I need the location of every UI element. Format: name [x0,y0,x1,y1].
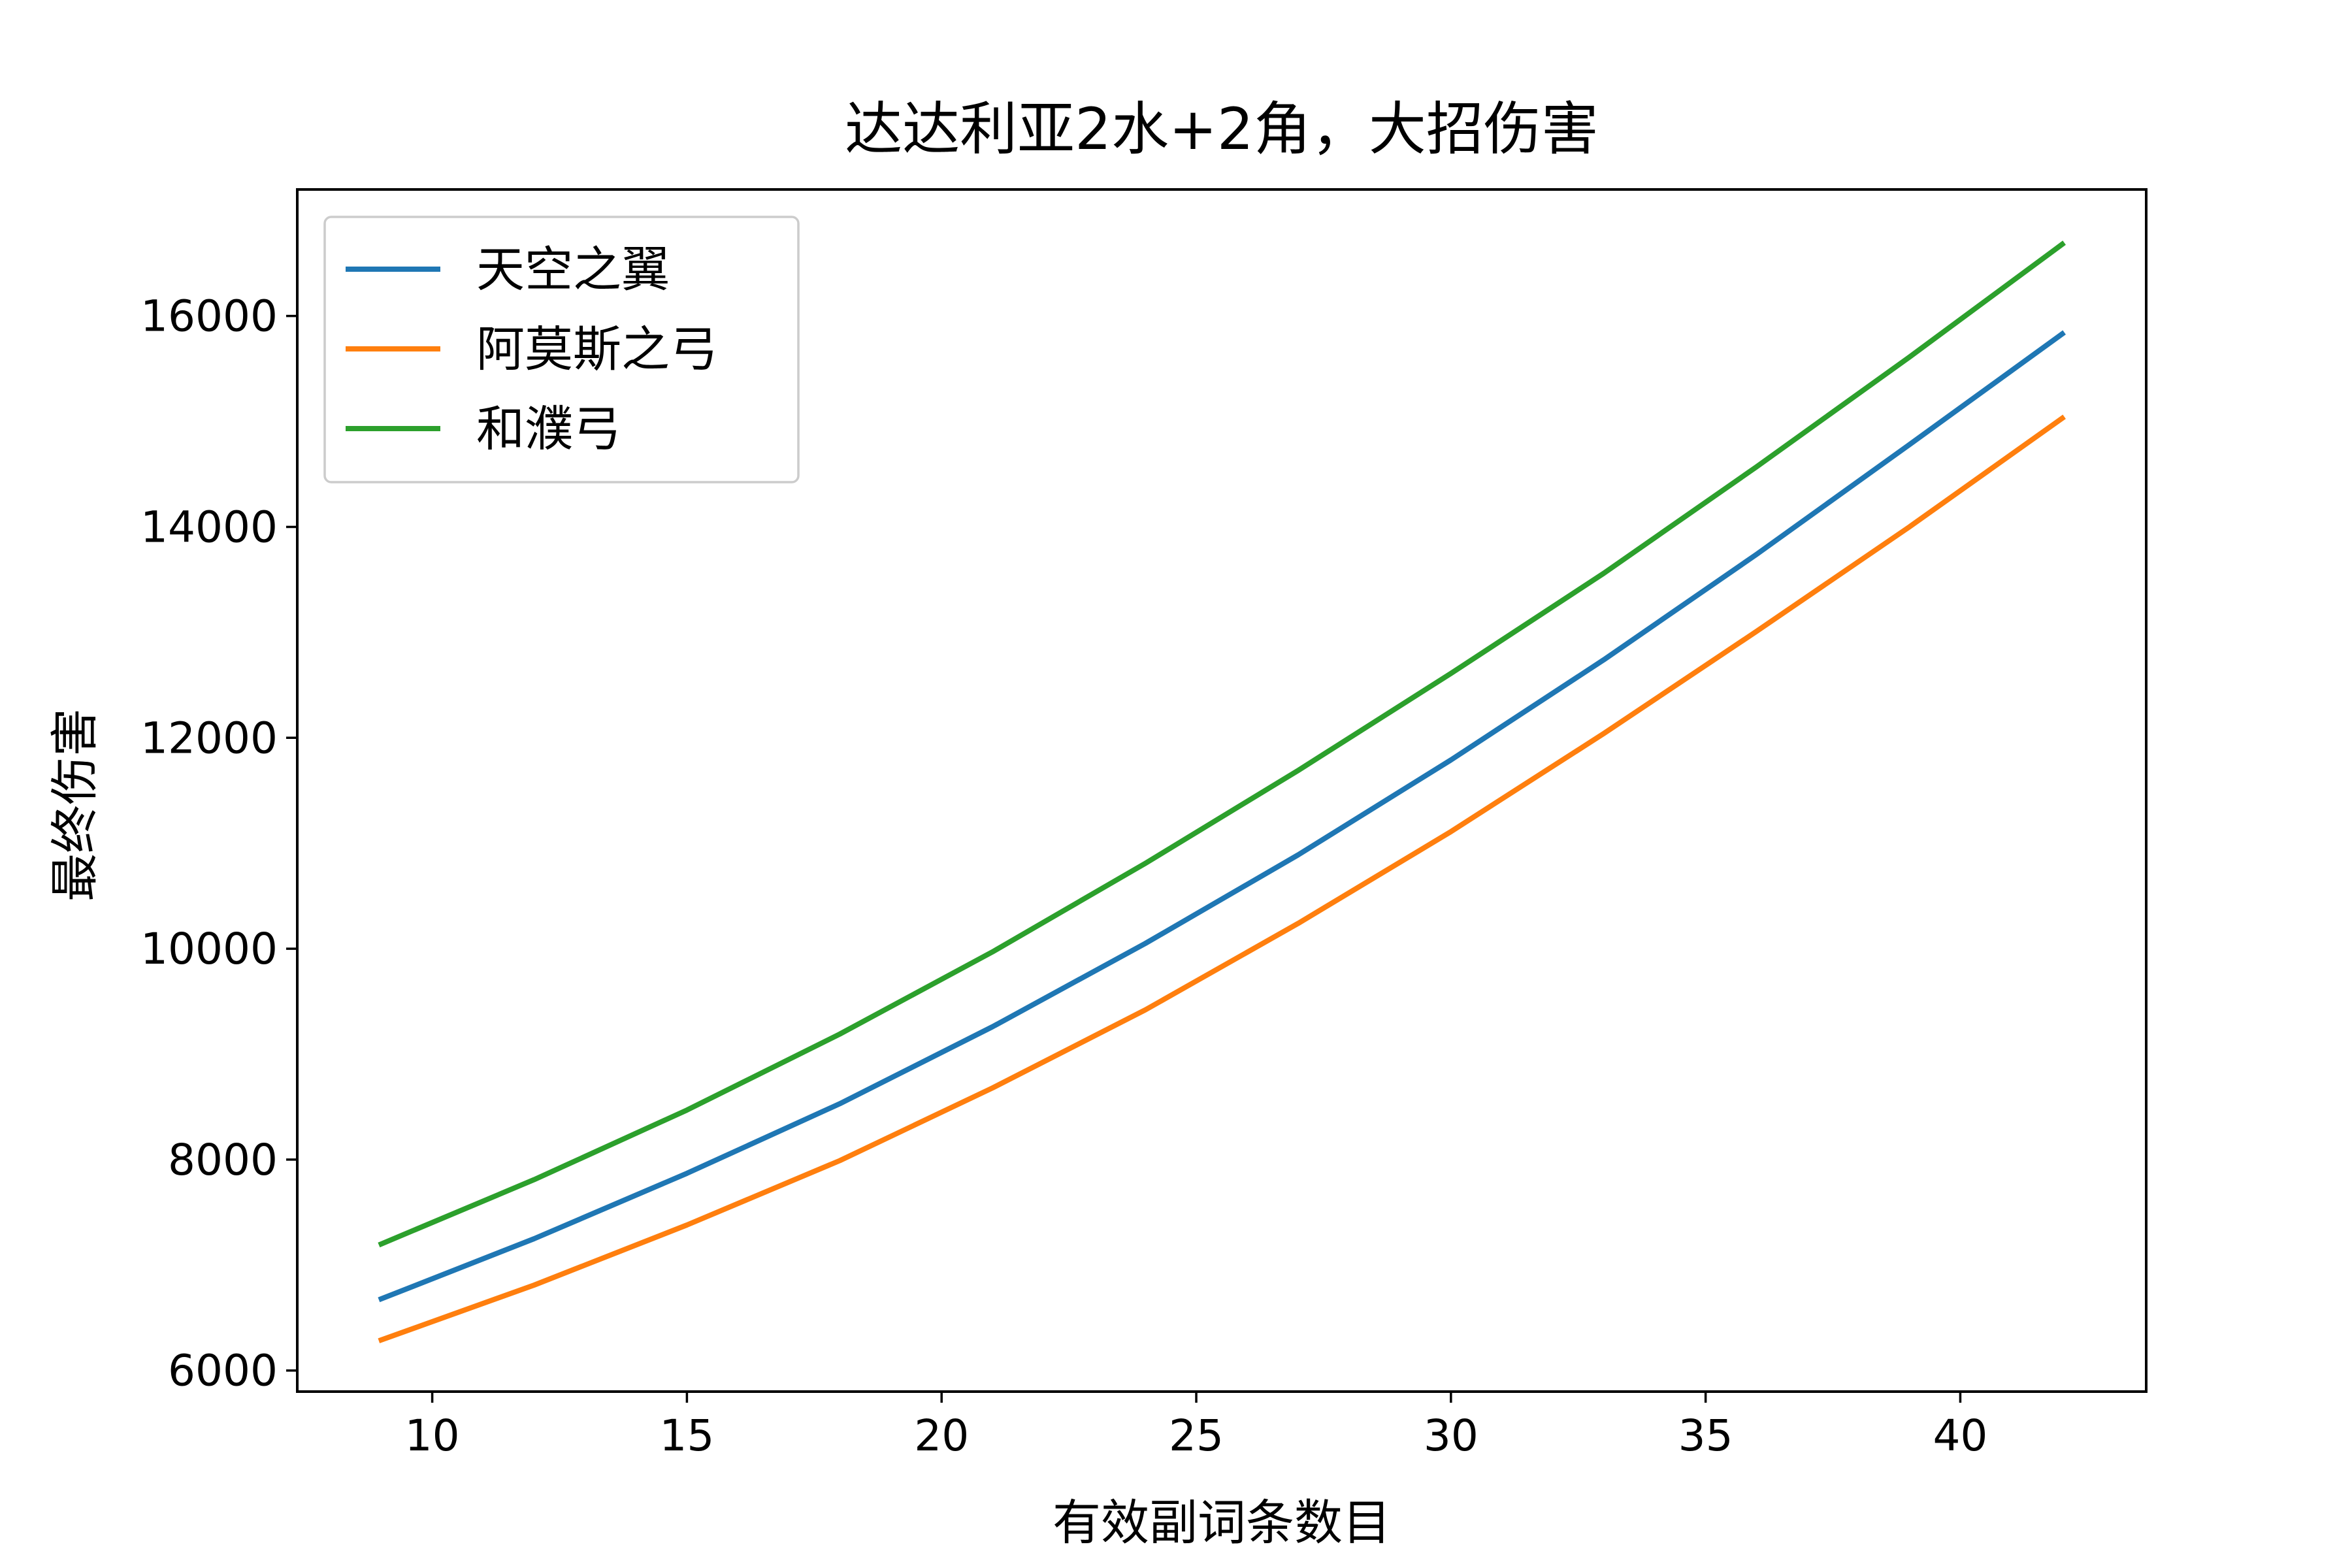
x-tick-label-5: 35 [1678,1411,1733,1461]
plot-frame [296,188,2148,1393]
legend-label-1: 阿莫斯之弓 [476,321,718,378]
legend-label-0: 天空之翼 [476,242,670,298]
chart-title: 达达利亚2水+2角，大招伤害 [845,95,1599,163]
x-tick-label-4: 30 [1424,1411,1478,1461]
x-tick-label-3: 25 [1169,1411,1224,1461]
x-axis-label: 有效副词条数目 [1053,1495,1391,1551]
series-line-2 [378,240,2066,1248]
y-tick-label-4: 14000 [140,502,278,552]
series-line-1 [378,414,2066,1344]
series-line-0 [378,330,2066,1303]
y-tick-label-0: 6000 [168,1346,278,1396]
y-axis-label: 最终伤害 [47,708,103,902]
y-tick-label-3: 12000 [140,713,278,763]
x-tick-label-6: 40 [1933,1411,1987,1461]
legend-box [323,216,800,483]
y-tick-label-2: 10000 [140,924,278,974]
plot-area: 10 15 20 25 30 35 40 6000 8000 10000 12000 14000 160… [140,188,2148,1461]
x-tick-label-1: 15 [659,1411,714,1461]
x-tick-label-0: 10 [405,1411,460,1461]
y-tick-label-1: 8000 [168,1135,278,1185]
legend-label-2: 和濮弓 [476,401,621,457]
y-tick-label-5: 16000 [140,291,278,342]
x-tick-label-2: 20 [914,1411,969,1461]
